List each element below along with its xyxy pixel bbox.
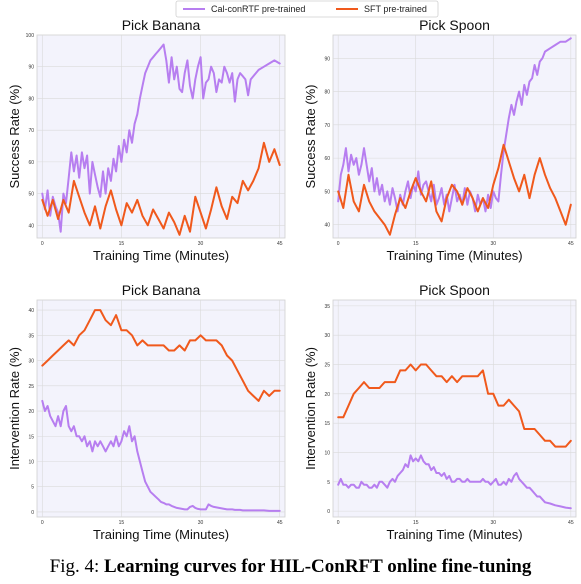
y-tick-label: 90 (28, 65, 34, 71)
y-tick-label: 90 (324, 56, 330, 62)
x-tick-label: 45 (568, 520, 574, 526)
x-tick-label: 30 (490, 241, 496, 247)
y-axis-label: Intervention Rate (%) (7, 347, 22, 470)
y-tick-label: 100 (26, 33, 35, 39)
series-line-sft (41, 309, 281, 402)
caption-bold: Learning curves for HIL-ConRFT online fi… (104, 556, 532, 577)
x-tick-label: 15 (119, 241, 125, 247)
x-tick-label: 0 (337, 520, 340, 526)
panel-title: Pick Spoon (419, 17, 490, 33)
x-axis-label: Training Time (Minutes) (93, 527, 229, 542)
y-tick-label: 50 (28, 192, 34, 198)
x-tick-label: 15 (413, 520, 419, 526)
y-axis-label: Intervention Rate (%) (303, 347, 318, 470)
x-tick-label: 45 (568, 241, 574, 247)
x-tick-label: 0 (337, 241, 340, 247)
series-line-cal-conrtf (337, 37, 572, 213)
panel-title: Pick Spoon (419, 282, 490, 298)
legend-label-1: SFT pre-trained (364, 4, 427, 14)
y-tick-label: 0 (31, 510, 34, 516)
y-tick-label: 40 (28, 308, 34, 314)
legend: Cal-conRTF pre-trained SFT pre-trained (175, 0, 439, 18)
chart-panel-1: 0 15 30 45 40 50 60 70 80 90 Pick Spoon Training Ti… (303, 17, 577, 263)
y-tick-label: 5 (327, 480, 330, 486)
y-tick-label: 15 (28, 434, 34, 440)
series-line-cal-conrtf (337, 454, 572, 510)
y-tick-label: 10 (28, 459, 34, 465)
y-tick-label: 5 (31, 485, 34, 491)
x-tick-label: 30 (490, 520, 496, 526)
y-tick-label: 30 (324, 333, 330, 339)
x-tick-label: 15 (119, 520, 125, 526)
y-tick-label: 30 (28, 359, 34, 365)
chart-panel-2: 0 15 30 45 0 5 10 15 20 25 30 35 40 Pick Banana Traini… (7, 282, 286, 542)
y-tick-label: 10 (324, 450, 330, 456)
y-tick-label: 0 (327, 509, 330, 515)
x-tick-label: 45 (277, 241, 283, 247)
figure: Cal-conRTF pre-trained SFT pre-trained 0 1… (7, 0, 577, 542)
y-tick-label: 80 (324, 90, 330, 96)
y-tick-label: 60 (324, 156, 330, 162)
y-tick-label: 15 (324, 421, 330, 427)
series-line-sft (337, 143, 572, 236)
y-tick-label: 50 (324, 189, 330, 195)
x-tick-label: 0 (41, 520, 44, 526)
y-tick-label: 25 (28, 384, 34, 390)
legend-box (175, 0, 439, 18)
y-tick-label: 20 (324, 392, 330, 398)
x-tick-label: 30 (198, 241, 204, 247)
series-line-cal-conrtf (41, 43, 281, 233)
legend-label-0: Cal-conRTF pre-trained (211, 4, 305, 14)
chart-panel-3: 0 15 30 45 0 5 10 15 20 25 30 35 Pick Spoon Training … (303, 282, 577, 542)
panel-title: Pick Banana (122, 17, 201, 33)
x-tick-label: 0 (41, 241, 44, 247)
x-axis-label: Training Time (Minutes) (93, 248, 229, 263)
x-tick-label: 15 (413, 241, 419, 247)
x-axis-label: Training Time (Minutes) (386, 527, 522, 542)
series-line-sft (41, 141, 281, 236)
y-tick-label: 70 (28, 128, 34, 134)
series-line-cal-conrtf (41, 399, 281, 512)
plot-area (36, 34, 286, 239)
y-tick-label: 40 (28, 223, 34, 229)
x-axis-label: Training Time (Minutes) (386, 248, 522, 263)
y-axis-label: Success Rate (%) (7, 84, 22, 188)
series-line-sft (337, 363, 572, 448)
y-tick-label: 35 (28, 333, 34, 339)
y-tick-label: 70 (324, 123, 330, 129)
plot-area (332, 299, 577, 518)
x-tick-label: 45 (277, 520, 283, 526)
y-tick-label: 40 (324, 223, 330, 229)
y-tick-label: 35 (324, 304, 330, 310)
y-axis-label: Success Rate (%) (303, 84, 318, 188)
x-tick-label: 30 (198, 520, 204, 526)
panel-title: Pick Banana (122, 282, 201, 298)
figure-caption: Fig. 4: Learning curves for HIL-ConRFT o… (0, 556, 581, 578)
chart-panel-0: 0 15 30 45 40 50 60 70 80 90 100 Pick Banana Trainin… (7, 17, 286, 263)
y-tick-label: 20 (28, 409, 34, 415)
y-tick-label: 60 (28, 160, 34, 166)
y-tick-label: 25 (324, 363, 330, 369)
y-tick-label: 80 (28, 96, 34, 102)
plot-area (36, 299, 286, 518)
caption-prefix: Fig. 4: (49, 556, 104, 577)
